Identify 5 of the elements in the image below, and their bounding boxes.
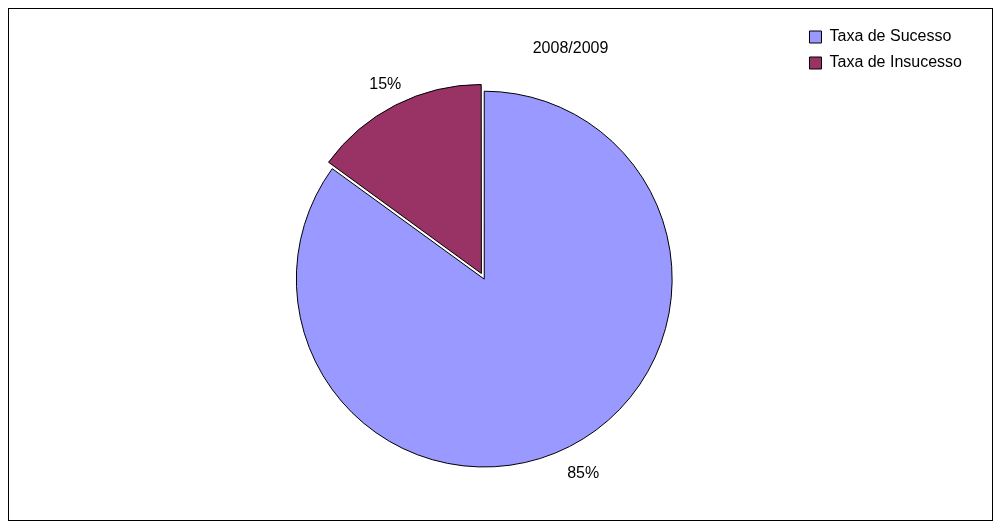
data-label: 85% [567, 463, 600, 481]
data-label: 15% [369, 75, 402, 93]
legend-label: Taxa de Sucesso [829, 27, 952, 45]
legend-label: Taxa de Insucesso [829, 53, 963, 71]
text: 2008/2009 [532, 39, 609, 57]
